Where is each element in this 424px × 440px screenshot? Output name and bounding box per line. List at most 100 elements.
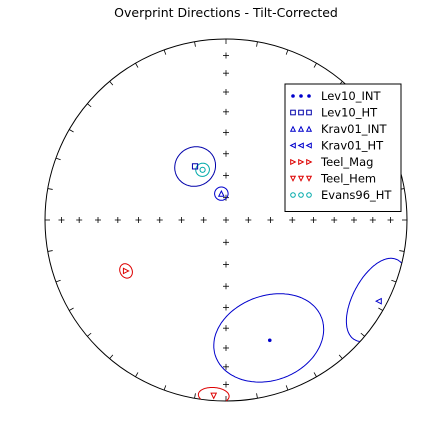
grid-plus-mark [369, 217, 376, 223]
legend-marker-Teel_Hem [297, 175, 305, 182]
grid-plus-mark [156, 217, 163, 223]
legend-marker-Teel_Mag [290, 158, 297, 166]
grid-plus-mark [289, 217, 296, 223]
legend: Lev10_INT Lev10_HT Krav01_INT Krav01_HT Teel… [284, 83, 402, 212]
legend-marker-Krav01_INT [289, 125, 297, 132]
grid-plus-mark [114, 217, 121, 223]
legend-label: Teel_Mag [320, 155, 373, 169]
confidence-ellipse-Teel_Hem [197, 387, 230, 402]
legend-marker-Krav01_HT [289, 142, 296, 149]
grid-plus-mark [223, 304, 229, 311]
legend-marker-Lev10_INT [291, 94, 295, 98]
confidence-ellipses [119, 146, 402, 402]
grid-plus-mark [223, 239, 229, 246]
confidence-ellipse-Lev10_INT [213, 293, 325, 383]
border-tick [360, 332, 365, 337]
legend-marker-Evans96_HT [298, 192, 304, 198]
legend-marker-Krav01_HT [305, 142, 312, 149]
border-tick [256, 393, 258, 399]
legend-marker-Krav01_INT [305, 125, 313, 132]
chart-title: Overprint Directions - Tilt-Corrected [114, 5, 338, 20]
grid-plus-mark [223, 129, 229, 136]
border-tick [391, 279, 397, 283]
border-tick [194, 41, 196, 47]
grid-plus-mark [223, 381, 229, 388]
legend-label: Lev10_HT [321, 106, 378, 120]
confidence-ellipse-Teel_Mag [119, 263, 133, 279]
legend-marker-Krav01_INT [297, 125, 305, 132]
grid-plus-mark [223, 344, 229, 351]
grid-plus-mark [223, 70, 229, 77]
border-tick [47, 188, 53, 190]
border-tick [399, 250, 405, 252]
legend-marker-Evans96_HT [306, 192, 312, 198]
grid-plus-mark [58, 217, 65, 223]
border-tick [285, 385, 289, 391]
legend-marker-Krav01_HT [297, 142, 304, 149]
stereonet-primitive-circle [44, 38, 408, 402]
border-tick [256, 41, 258, 47]
legend-marker-Lev10_HT [306, 109, 312, 116]
marker-Krav01_INT [217, 189, 225, 197]
legend-marker-Teel_Hem [305, 175, 313, 182]
confidence-ellipse-Evans96_HT [195, 162, 210, 177]
border-tick [285, 49, 289, 55]
grid-plus-mark [223, 261, 229, 268]
border-tick [135, 372, 139, 377]
legend-marker-Teel_Hem [289, 175, 297, 182]
border-tick [69, 307, 74, 311]
grid-plus-mark [223, 194, 229, 201]
confidence-ellipse-Krav01_HT [345, 257, 402, 342]
marker-Teel_Hem [210, 392, 218, 400]
grid-plus-mark [200, 217, 207, 223]
legend-marker-Lev10_HT [298, 109, 304, 116]
legend-marker-Lev10_INT [299, 94, 303, 98]
legend-frame [284, 83, 402, 212]
marker-Lev10_HT [191, 163, 199, 170]
marker-Lev10_INT [267, 338, 272, 343]
border-tick [163, 385, 167, 391]
grid-plus-mark [135, 217, 142, 223]
legend-marker-Lev10_INT [307, 94, 311, 98]
border-tick [313, 372, 317, 377]
marker-Krav01_HT [374, 297, 382, 305]
grid-plus-mark [178, 217, 185, 223]
grid-plus-mark [223, 172, 229, 179]
border-tick [313, 63, 317, 68]
grid-plus-mark [350, 217, 357, 223]
grid-plus-mark [95, 217, 102, 223]
legend-label: Krav01_HT [321, 139, 384, 153]
grid-plus-mark [245, 217, 252, 223]
border-tick [69, 129, 74, 133]
border-tick [87, 332, 92, 337]
legend-marker-Lev10_HT [290, 109, 296, 116]
stereonet-plus-grid [58, 52, 394, 388]
grid-plus-mark [331, 217, 338, 223]
border-tick [135, 63, 139, 68]
grid-plus-mark [223, 150, 229, 157]
border-tick [55, 157, 61, 161]
border-tick [163, 49, 167, 55]
border-tick [47, 250, 53, 252]
legend-marker-Teel_Mag [298, 158, 305, 166]
border-tick [194, 393, 196, 399]
grid-plus-mark [387, 217, 394, 223]
grid-plus-mark [223, 325, 229, 332]
border-tick [338, 354, 343, 359]
border-tick [55, 279, 61, 283]
confidence-ellipse-Lev10_HT [174, 146, 216, 187]
grid-plus-mark [223, 52, 229, 59]
legend-label: Evans96_HT [321, 188, 392, 202]
legend-label: Lev10_INT [321, 89, 381, 103]
grid-plus-mark [310, 217, 317, 223]
direction-markers [122, 163, 382, 400]
border-tick [109, 354, 114, 359]
grid-plus-mark [223, 217, 229, 223]
legend-marker-Evans96_HT [290, 192, 296, 198]
legend-label: Krav01_INT [321, 122, 387, 136]
grid-plus-mark [223, 108, 229, 115]
border-tick [87, 103, 92, 108]
grid-plus-mark [223, 283, 229, 290]
marker-Teel_Mag [122, 267, 130, 275]
